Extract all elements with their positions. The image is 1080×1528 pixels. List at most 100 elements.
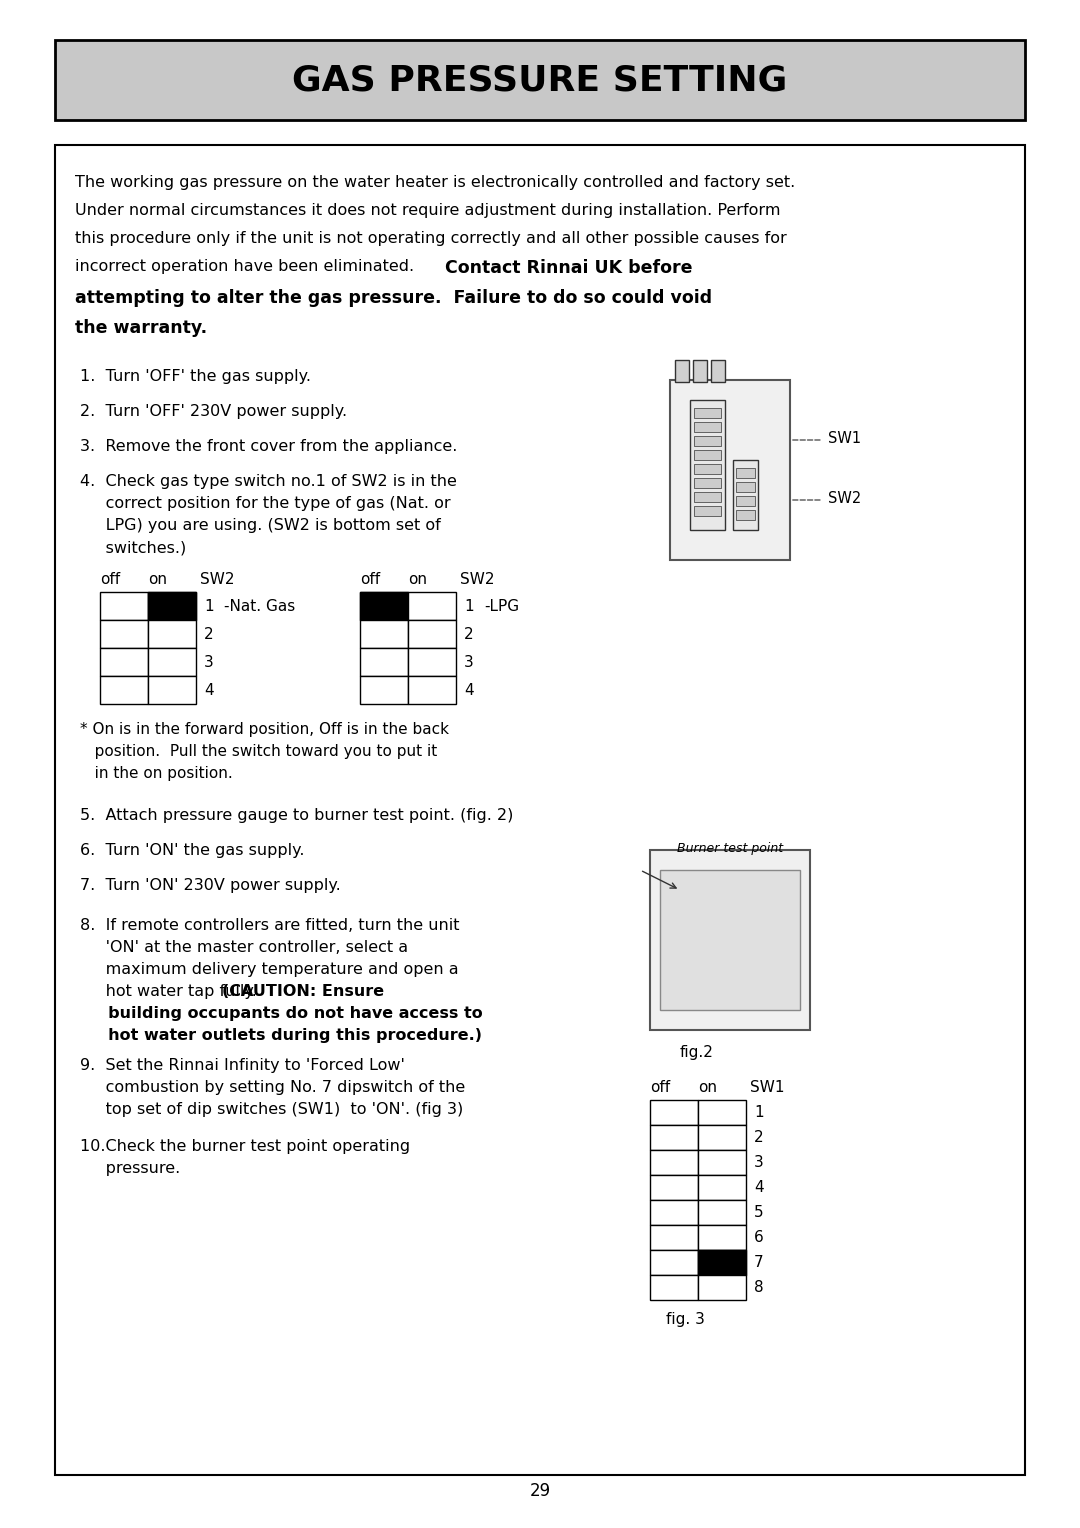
Text: SW1: SW1 [828, 431, 861, 446]
Text: 3: 3 [464, 654, 474, 669]
Text: 3: 3 [204, 654, 214, 669]
Text: 2.  Turn 'OFF' 230V power supply.: 2. Turn 'OFF' 230V power supply. [80, 403, 347, 419]
Bar [650, 1199, 698, 1225]
Bar [690, 400, 725, 530]
FancyBboxPatch shape [55, 145, 1025, 1475]
Text: 6.  Turn 'ON' the gas supply.: 6. Turn 'ON' the gas supply. [80, 843, 305, 859]
Bar [698, 1225, 746, 1250]
Bar [650, 1175, 698, 1199]
Text: 9.  Set the Rinnai Infinity to 'Forced Low': 9. Set the Rinnai Infinity to 'Forced Lo… [80, 1057, 405, 1073]
Bar [694, 478, 721, 487]
Text: attempting to alter the gas pressure.  Failure to do so could void: attempting to alter the gas pressure. Fa… [75, 289, 712, 307]
Bar [735, 468, 755, 478]
Text: in the on position.: in the on position. [80, 766, 233, 781]
Text: -Nat. Gas: -Nat. Gas [224, 599, 295, 614]
Text: * On is in the forward position, Off is in the back: * On is in the forward position, Off is … [80, 723, 449, 736]
Text: -LPG: -LPG [484, 599, 519, 614]
Text: 29: 29 [529, 1482, 551, 1500]
Text: 4: 4 [204, 683, 214, 697]
Bar [698, 1151, 746, 1175]
Bar [698, 1250, 746, 1274]
Text: SW1: SW1 [750, 1080, 784, 1096]
Bar [694, 465, 721, 474]
Text: 1.  Turn 'OFF' the gas supply.: 1. Turn 'OFF' the gas supply. [80, 368, 311, 384]
Text: building occupants do not have access to: building occupants do not have access to [80, 1005, 483, 1021]
Text: 1: 1 [204, 599, 214, 614]
Text: off: off [360, 571, 380, 587]
Text: on: on [408, 571, 428, 587]
Text: Under normal circumstances it does not require adjustment during installation. P: Under normal circumstances it does not r… [75, 203, 781, 219]
Text: on: on [699, 1080, 717, 1096]
Text: 1: 1 [754, 1105, 764, 1120]
Text: fig. 3: fig. 3 [665, 1313, 704, 1326]
Text: maximum delivery temperature and open a: maximum delivery temperature and open a [80, 963, 459, 976]
Text: 5: 5 [754, 1206, 764, 1219]
Text: 4: 4 [464, 683, 474, 697]
Bar [698, 1199, 746, 1225]
Text: 2: 2 [204, 626, 214, 642]
Bar [698, 1175, 746, 1199]
Text: 10.Check the burner test point operating: 10.Check the burner test point operating [80, 1138, 410, 1154]
Bar [698, 1274, 746, 1300]
Bar [698, 1100, 746, 1125]
Bar [100, 591, 148, 620]
Bar [650, 1151, 698, 1175]
Bar [694, 506, 721, 516]
Bar [698, 1250, 746, 1274]
Bar [100, 648, 148, 675]
Bar [148, 675, 195, 704]
Text: 1: 1 [464, 599, 474, 614]
Text: 8: 8 [754, 1280, 764, 1296]
Bar [650, 1100, 698, 1125]
Text: 2: 2 [464, 626, 474, 642]
Bar [360, 675, 408, 704]
Text: the warranty.: the warranty. [75, 319, 207, 338]
Bar [650, 850, 810, 1030]
Bar [733, 460, 758, 530]
Bar [650, 1225, 698, 1250]
Bar [694, 492, 721, 503]
Text: 7: 7 [754, 1254, 764, 1270]
Bar [694, 422, 721, 432]
Text: correct position for the type of gas (Nat. or: correct position for the type of gas (Na… [80, 497, 450, 510]
Text: position.  Pull the switch toward you to put it: position. Pull the switch toward you to … [80, 744, 437, 759]
Text: 'ON' at the master controller, select a: 'ON' at the master controller, select a [80, 940, 408, 955]
Bar [408, 675, 456, 704]
Text: Burner test point: Burner test point [677, 842, 783, 856]
Text: 8.  If remote controllers are fitted, turn the unit: 8. If remote controllers are fitted, tur… [80, 918, 459, 934]
Text: off: off [650, 1080, 670, 1096]
Bar [100, 675, 148, 704]
Bar [408, 591, 456, 620]
Text: off: off [100, 571, 120, 587]
Text: combustion by setting No. 7 dipswitch of the: combustion by setting No. 7 dipswitch of… [80, 1080, 465, 1096]
Bar [735, 481, 755, 492]
Bar [148, 648, 195, 675]
Text: hot water outlets during this procedure.): hot water outlets during this procedure.… [80, 1028, 482, 1044]
Bar [100, 620, 148, 648]
Text: top set of dip switches (SW1)  to 'ON'. (fig 3): top set of dip switches (SW1) to 'ON'. (… [80, 1102, 463, 1117]
Bar [694, 408, 721, 419]
Text: hot water tap fully.: hot water tap fully. [80, 984, 261, 999]
Bar [148, 591, 195, 620]
Text: fig.2: fig.2 [680, 1045, 714, 1060]
Bar [660, 869, 800, 1010]
Bar [148, 591, 195, 620]
Text: 5.  Attach pressure gauge to burner test point. (fig. 2): 5. Attach pressure gauge to burner test … [80, 808, 513, 824]
Text: Contact Rinnai UK before: Contact Rinnai UK before [445, 260, 692, 277]
Text: The working gas pressure on the water heater is electronically controlled and fa: The working gas pressure on the water he… [75, 176, 795, 189]
Bar [650, 1250, 698, 1274]
Bar [698, 1125, 746, 1151]
Text: on: on [149, 571, 167, 587]
Text: 3: 3 [754, 1155, 764, 1170]
Text: pressure.: pressure. [80, 1161, 180, 1177]
Bar [711, 361, 725, 382]
Bar [408, 648, 456, 675]
Bar [694, 435, 721, 446]
Bar [360, 591, 408, 620]
Text: GAS PRESSURE SETTING: GAS PRESSURE SETTING [293, 63, 787, 96]
FancyBboxPatch shape [55, 40, 1025, 121]
Text: 7.  Turn 'ON' 230V power supply.: 7. Turn 'ON' 230V power supply. [80, 879, 341, 892]
Bar [670, 380, 789, 559]
Text: 4: 4 [754, 1180, 764, 1195]
Text: (CAUTION: Ensure: (CAUTION: Ensure [222, 984, 384, 999]
